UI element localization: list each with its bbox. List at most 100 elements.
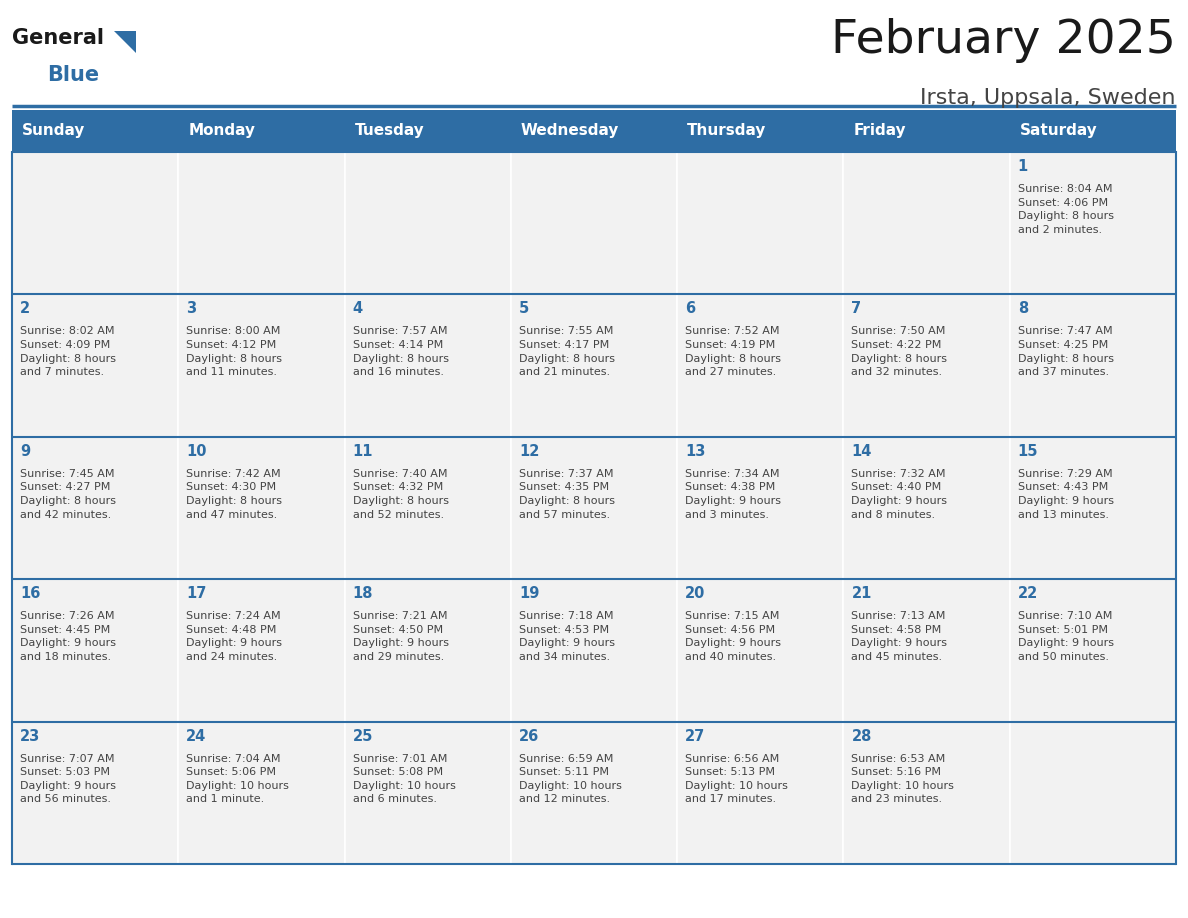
Bar <box>1010 579 1176 722</box>
Text: 28: 28 <box>852 729 872 744</box>
Bar <box>345 722 511 864</box>
Text: 4: 4 <box>353 301 362 317</box>
Text: Sunrise: 7:42 AM
Sunset: 4:30 PM
Daylight: 8 hours
and 47 minutes.: Sunrise: 7:42 AM Sunset: 4:30 PM Dayligh… <box>187 469 283 520</box>
Text: Sunrise: 7:26 AM
Sunset: 4:45 PM
Daylight: 9 hours
and 18 minutes.: Sunrise: 7:26 AM Sunset: 4:45 PM Dayligh… <box>20 611 116 662</box>
Bar <box>178 722 345 864</box>
Bar <box>1010 295 1176 437</box>
Bar <box>1010 722 1176 864</box>
Text: Sunday: Sunday <box>23 124 86 139</box>
Text: 16: 16 <box>20 587 40 601</box>
Text: 22: 22 <box>1018 587 1038 601</box>
Text: Sunrise: 7:07 AM
Sunset: 5:03 PM
Daylight: 9 hours
and 56 minutes.: Sunrise: 7:07 AM Sunset: 5:03 PM Dayligh… <box>20 754 116 804</box>
Bar <box>843 152 1010 295</box>
Text: 21: 21 <box>852 587 872 601</box>
Text: Sunrise: 8:02 AM
Sunset: 4:09 PM
Daylight: 8 hours
and 7 minutes.: Sunrise: 8:02 AM Sunset: 4:09 PM Dayligh… <box>20 327 116 377</box>
Text: 3: 3 <box>187 301 196 317</box>
Text: 24: 24 <box>187 729 207 744</box>
Bar <box>511 437 677 579</box>
Text: Sunrise: 7:40 AM
Sunset: 4:32 PM
Daylight: 8 hours
and 52 minutes.: Sunrise: 7:40 AM Sunset: 4:32 PM Dayligh… <box>353 469 449 520</box>
Text: 8: 8 <box>1018 301 1028 317</box>
Text: 23: 23 <box>20 729 40 744</box>
Text: Blue: Blue <box>48 65 99 85</box>
Bar <box>1010 437 1176 579</box>
Text: Sunrise: 8:00 AM
Sunset: 4:12 PM
Daylight: 8 hours
and 11 minutes.: Sunrise: 8:00 AM Sunset: 4:12 PM Dayligh… <box>187 327 283 377</box>
Text: 19: 19 <box>519 587 539 601</box>
Bar <box>1010 152 1176 295</box>
Text: 27: 27 <box>685 729 706 744</box>
Bar <box>511 295 677 437</box>
Text: Sunrise: 7:34 AM
Sunset: 4:38 PM
Daylight: 9 hours
and 3 minutes.: Sunrise: 7:34 AM Sunset: 4:38 PM Dayligh… <box>685 469 782 520</box>
Text: Sunrise: 7:55 AM
Sunset: 4:17 PM
Daylight: 8 hours
and 21 minutes.: Sunrise: 7:55 AM Sunset: 4:17 PM Dayligh… <box>519 327 615 377</box>
Text: 26: 26 <box>519 729 539 744</box>
Text: 11: 11 <box>353 443 373 459</box>
Bar <box>843 579 1010 722</box>
Text: Irsta, Uppsala, Sweden: Irsta, Uppsala, Sweden <box>921 88 1176 108</box>
Text: 15: 15 <box>1018 443 1038 459</box>
Text: Sunrise: 7:15 AM
Sunset: 4:56 PM
Daylight: 9 hours
and 40 minutes.: Sunrise: 7:15 AM Sunset: 4:56 PM Dayligh… <box>685 611 782 662</box>
Bar <box>178 295 345 437</box>
Bar <box>178 152 345 295</box>
Text: 20: 20 <box>685 587 706 601</box>
Bar <box>12 722 178 864</box>
Bar <box>511 152 677 295</box>
Bar <box>12 579 178 722</box>
Text: 9: 9 <box>20 443 30 459</box>
Text: Sunrise: 7:24 AM
Sunset: 4:48 PM
Daylight: 9 hours
and 24 minutes.: Sunrise: 7:24 AM Sunset: 4:48 PM Dayligh… <box>187 611 283 662</box>
Bar <box>178 437 345 579</box>
Text: Sunrise: 7:37 AM
Sunset: 4:35 PM
Daylight: 8 hours
and 57 minutes.: Sunrise: 7:37 AM Sunset: 4:35 PM Dayligh… <box>519 469 615 520</box>
Text: 18: 18 <box>353 587 373 601</box>
Text: Friday: Friday <box>853 124 906 139</box>
Bar <box>511 722 677 864</box>
Text: Wednesday: Wednesday <box>520 124 619 139</box>
Bar <box>345 579 511 722</box>
Text: Monday: Monday <box>188 124 255 139</box>
Bar <box>843 295 1010 437</box>
Text: Sunrise: 7:50 AM
Sunset: 4:22 PM
Daylight: 8 hours
and 32 minutes.: Sunrise: 7:50 AM Sunset: 4:22 PM Dayligh… <box>852 327 947 377</box>
Text: Sunrise: 7:01 AM
Sunset: 5:08 PM
Daylight: 10 hours
and 6 minutes.: Sunrise: 7:01 AM Sunset: 5:08 PM Dayligh… <box>353 754 455 804</box>
Bar <box>345 437 511 579</box>
Text: Sunrise: 7:45 AM
Sunset: 4:27 PM
Daylight: 8 hours
and 42 minutes.: Sunrise: 7:45 AM Sunset: 4:27 PM Dayligh… <box>20 469 116 520</box>
Bar <box>843 722 1010 864</box>
Text: Sunrise: 7:18 AM
Sunset: 4:53 PM
Daylight: 9 hours
and 34 minutes.: Sunrise: 7:18 AM Sunset: 4:53 PM Dayligh… <box>519 611 615 662</box>
Text: Sunrise: 7:47 AM
Sunset: 4:25 PM
Daylight: 8 hours
and 37 minutes.: Sunrise: 7:47 AM Sunset: 4:25 PM Dayligh… <box>1018 327 1113 377</box>
Text: Sunrise: 6:56 AM
Sunset: 5:13 PM
Daylight: 10 hours
and 17 minutes.: Sunrise: 6:56 AM Sunset: 5:13 PM Dayligh… <box>685 754 788 804</box>
Text: 2: 2 <box>20 301 30 317</box>
Bar <box>12 295 178 437</box>
Bar <box>677 722 843 864</box>
Text: 17: 17 <box>187 587 207 601</box>
Text: 5: 5 <box>519 301 529 317</box>
Bar <box>511 579 677 722</box>
Text: Sunrise: 7:21 AM
Sunset: 4:50 PM
Daylight: 9 hours
and 29 minutes.: Sunrise: 7:21 AM Sunset: 4:50 PM Dayligh… <box>353 611 449 662</box>
Bar <box>345 295 511 437</box>
Text: Sunrise: 7:29 AM
Sunset: 4:43 PM
Daylight: 9 hours
and 13 minutes.: Sunrise: 7:29 AM Sunset: 4:43 PM Dayligh… <box>1018 469 1113 520</box>
Text: February 2025: February 2025 <box>832 18 1176 63</box>
Text: 7: 7 <box>852 301 861 317</box>
Bar <box>12 110 1176 152</box>
Text: Sunrise: 8:04 AM
Sunset: 4:06 PM
Daylight: 8 hours
and 2 minutes.: Sunrise: 8:04 AM Sunset: 4:06 PM Dayligh… <box>1018 184 1113 235</box>
Bar <box>677 579 843 722</box>
Text: 12: 12 <box>519 443 539 459</box>
Text: Sunrise: 7:10 AM
Sunset: 5:01 PM
Daylight: 9 hours
and 50 minutes.: Sunrise: 7:10 AM Sunset: 5:01 PM Dayligh… <box>1018 611 1113 662</box>
Bar <box>178 579 345 722</box>
Text: Sunrise: 7:32 AM
Sunset: 4:40 PM
Daylight: 9 hours
and 8 minutes.: Sunrise: 7:32 AM Sunset: 4:40 PM Dayligh… <box>852 469 947 520</box>
Bar <box>345 152 511 295</box>
Text: Sunrise: 7:57 AM
Sunset: 4:14 PM
Daylight: 8 hours
and 16 minutes.: Sunrise: 7:57 AM Sunset: 4:14 PM Dayligh… <box>353 327 449 377</box>
Text: General: General <box>12 28 105 48</box>
Bar <box>12 152 178 295</box>
Bar <box>843 437 1010 579</box>
Text: Sunrise: 7:04 AM
Sunset: 5:06 PM
Daylight: 10 hours
and 1 minute.: Sunrise: 7:04 AM Sunset: 5:06 PM Dayligh… <box>187 754 289 804</box>
Text: 10: 10 <box>187 443 207 459</box>
Text: 6: 6 <box>685 301 695 317</box>
Text: Sunrise: 7:52 AM
Sunset: 4:19 PM
Daylight: 8 hours
and 27 minutes.: Sunrise: 7:52 AM Sunset: 4:19 PM Dayligh… <box>685 327 782 377</box>
Text: Sunrise: 6:59 AM
Sunset: 5:11 PM
Daylight: 10 hours
and 12 minutes.: Sunrise: 6:59 AM Sunset: 5:11 PM Dayligh… <box>519 754 621 804</box>
Bar <box>12 437 178 579</box>
Text: 1: 1 <box>1018 159 1028 174</box>
Text: 13: 13 <box>685 443 706 459</box>
Text: Thursday: Thursday <box>687 124 766 139</box>
Text: Saturday: Saturday <box>1019 124 1098 139</box>
Text: Sunrise: 7:13 AM
Sunset: 4:58 PM
Daylight: 9 hours
and 45 minutes.: Sunrise: 7:13 AM Sunset: 4:58 PM Dayligh… <box>852 611 947 662</box>
Polygon shape <box>114 31 135 53</box>
Text: 14: 14 <box>852 443 872 459</box>
Text: Tuesday: Tuesday <box>354 124 424 139</box>
Text: Sunrise: 6:53 AM
Sunset: 5:16 PM
Daylight: 10 hours
and 23 minutes.: Sunrise: 6:53 AM Sunset: 5:16 PM Dayligh… <box>852 754 954 804</box>
